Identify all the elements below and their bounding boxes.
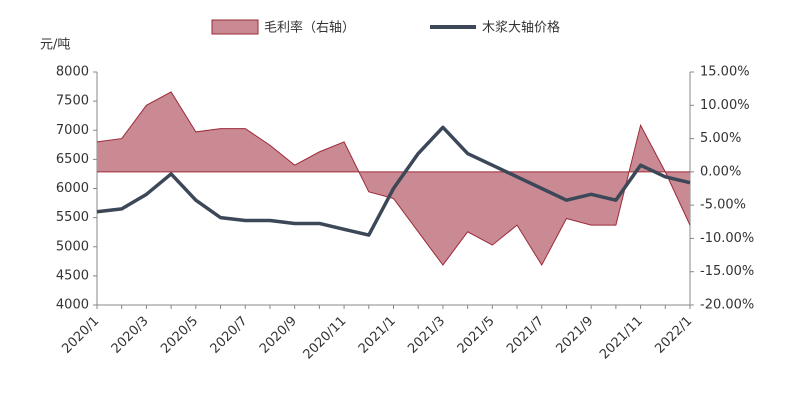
- y-tick-label: 4500: [56, 268, 89, 283]
- x-tick-label: 2020/3: [109, 314, 152, 357]
- y2-tick-label: -15.00%: [700, 264, 754, 279]
- x-tick-label: 2020/9: [257, 314, 300, 357]
- x-tick-label: 2021/5: [455, 314, 498, 357]
- x-tick-label: 2021/7: [504, 314, 547, 357]
- y2-tick-label: -20.00%: [700, 298, 754, 313]
- y2-tick-label: 10.00%: [700, 98, 750, 113]
- x-tick-label: 2020/11: [301, 314, 350, 363]
- y-axis-label: 元/吨: [40, 38, 70, 53]
- y2-tick-label: 15.00%: [700, 65, 750, 80]
- margin-area: [97, 91, 690, 266]
- y2-tick-label: 0.00%: [700, 164, 741, 179]
- margin-outline: [96, 91, 691, 267]
- x-tick-label: 2022/1: [652, 314, 695, 357]
- price-line: [96, 125, 691, 237]
- y-tick-label: 5500: [56, 210, 89, 225]
- x-tick-label: 2021/3: [405, 314, 448, 357]
- y-tick-label: 6000: [56, 181, 89, 196]
- y-tick-label: 7500: [56, 94, 89, 109]
- x-tick-label: 2021/11: [597, 314, 646, 363]
- y2-tick-label: 5.00%: [700, 131, 741, 146]
- x-tick-label: 2020/1: [59, 314, 102, 357]
- x-tick-label: 2020/5: [158, 314, 201, 357]
- y-tick-label: 6500: [56, 152, 89, 167]
- legend-label: 毛利率（右轴）: [264, 20, 355, 36]
- x-tick-label: 2021/9: [554, 314, 597, 357]
- y2-tick-label: -5.00%: [700, 198, 746, 213]
- y-tick-label: 7000: [56, 123, 89, 138]
- legend-swatch: [211, 19, 259, 35]
- y-tick-label: 8000: [56, 65, 89, 80]
- y-tick-label: 4000: [56, 298, 89, 313]
- x-tick-label: 2021/1: [356, 314, 399, 357]
- y2-tick-label: -10.00%: [700, 231, 754, 246]
- x-tick-label: 2020/7: [208, 314, 251, 357]
- legend-label: 木浆大轴价格: [482, 20, 560, 36]
- y-tick-label: 5000: [56, 239, 89, 254]
